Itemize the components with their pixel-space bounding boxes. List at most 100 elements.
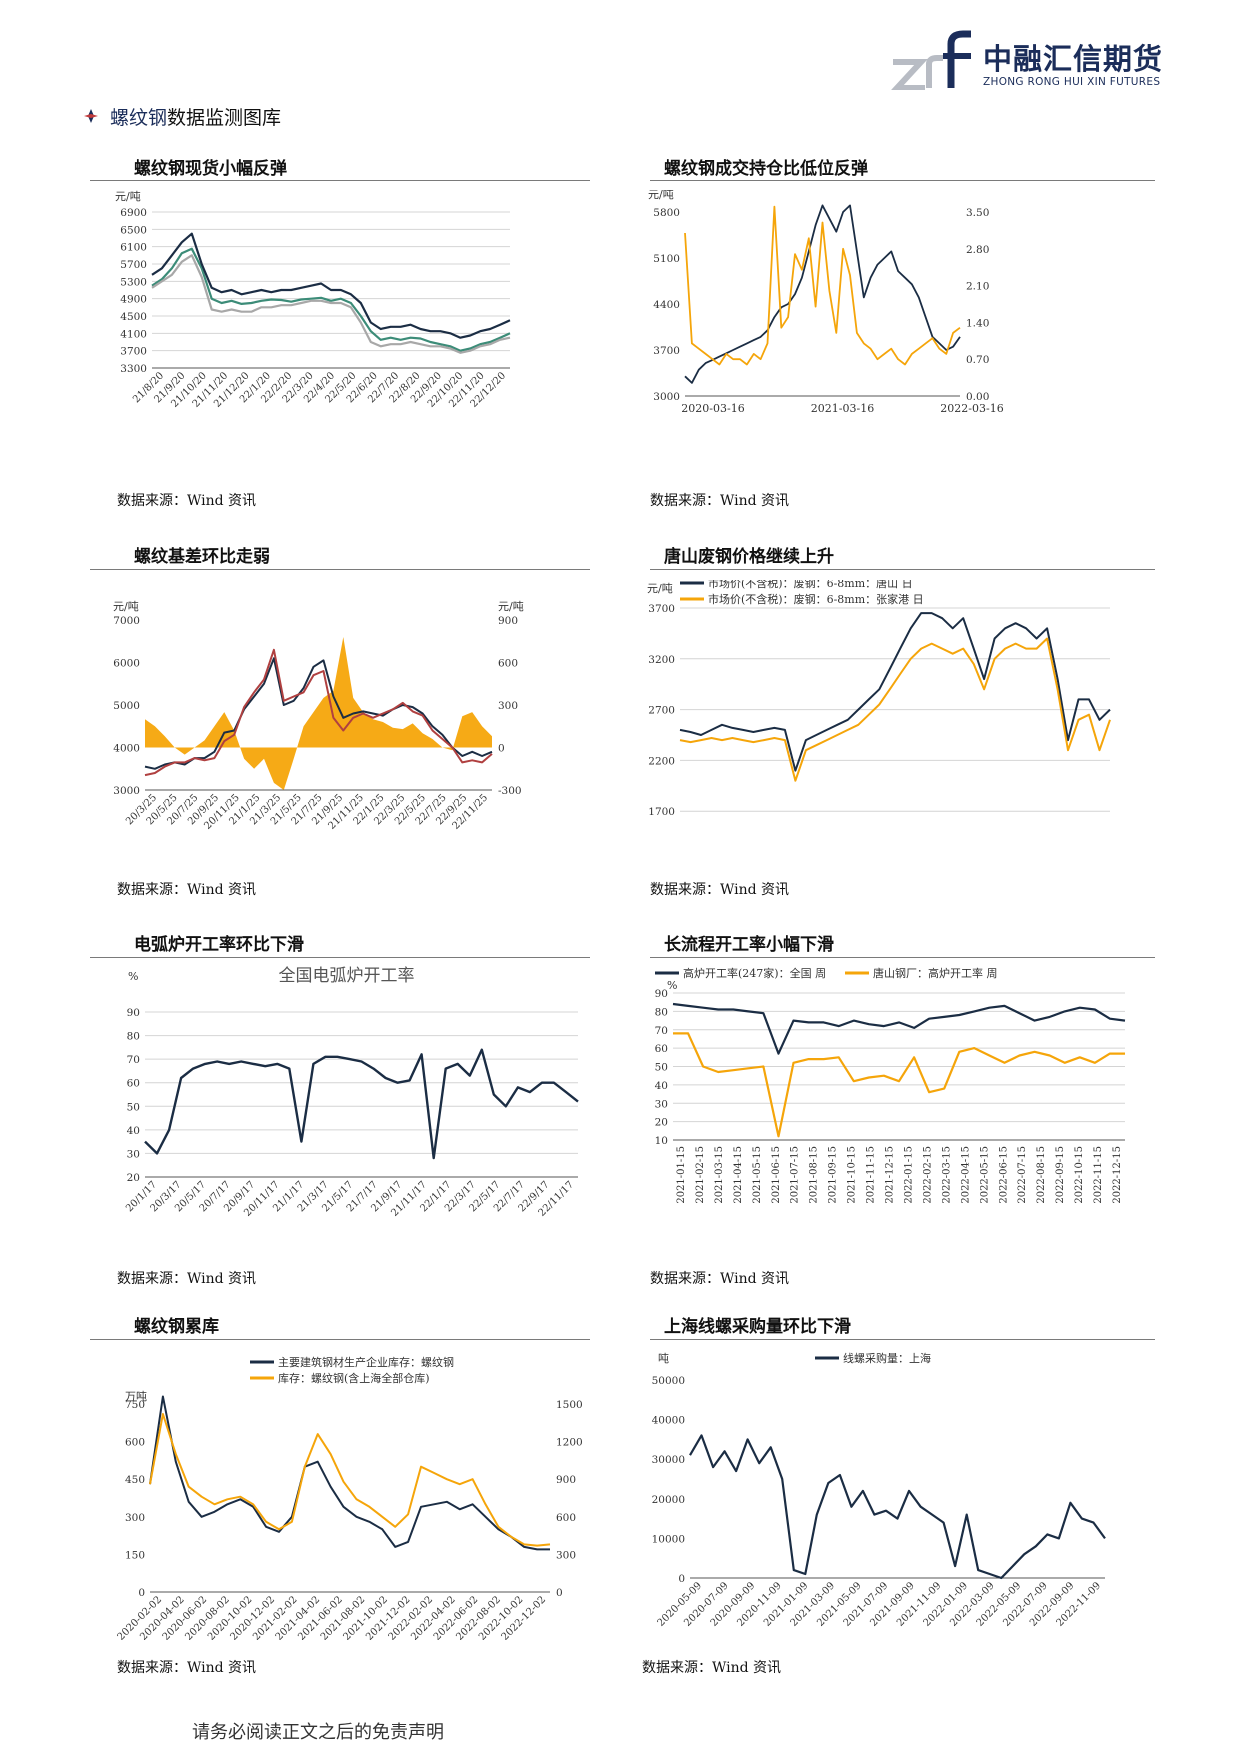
series-line-0 [144, 1048, 579, 1160]
series-line-1 [679, 637, 1111, 782]
y-tick-label: 40000 [652, 1415, 685, 1427]
series-line-0 [679, 612, 1111, 772]
series-line-1 [149, 1413, 551, 1547]
y2-tick-label: 600 [498, 658, 518, 670]
y-tick-label: 90 [127, 1007, 140, 1019]
y-tick-label: 3700 [648, 603, 675, 615]
series-line-0 [149, 1395, 550, 1551]
y-tick-label: 30000 [652, 1454, 685, 1466]
y-tick-label: 3000 [653, 391, 680, 403]
y-unit-label: 吨 [658, 1352, 669, 1365]
series-line-2 [144, 648, 493, 777]
data-source: 数据来源：Wind 资讯 [117, 493, 257, 509]
chart-shanghai-purchases: 010000200003000040000500002020-05-092020… [652, 1351, 1106, 1629]
section-title-accent: 螺纹钢 [110, 107, 168, 129]
y-tick-label: 50 [655, 1062, 668, 1074]
y-unit-label: 元/吨 [647, 582, 673, 595]
y-tick-label: 4000 [113, 743, 140, 755]
x-tick-label: 2022-08-15 [1036, 1146, 1047, 1204]
chart-plot-group: 3000 3700 4400 5100 5800 0.00 0.70 1.40 2.10 2.80… [648, 190, 1004, 415]
data-source: 数据来源：Wind 资讯 [117, 1660, 257, 1676]
legend-label: 市场价(不含税)：废钢：6-8mm：唐山 日 [708, 580, 913, 590]
x-tick-label: 2021-05-15 [752, 1146, 763, 1204]
y2-tick-label: 0 [556, 1587, 563, 1599]
data-source: 数据来源：Wind 资讯 [650, 493, 790, 509]
data-source: 数据来源：Wind 资讯 [650, 882, 790, 898]
y-tick-label: 90 [655, 988, 668, 1000]
x-tick-label: 2022-04-15 [960, 1146, 971, 1204]
y-tick-label: 5800 [653, 207, 680, 219]
y-tick-label: 6500 [120, 224, 147, 236]
x-tick-label: 2022-03-15 [941, 1146, 952, 1204]
section-title: 螺纹钢数据监测图库 [110, 103, 281, 130]
panel-title-5: 电弧炉开工率环比下滑 [134, 935, 304, 955]
y-tick-label: 3300 [120, 363, 147, 375]
x-tick-label: 2022-07-15 [1017, 1146, 1028, 1204]
legend-label: 唐山钢厂：高炉开工率 周 [873, 966, 998, 980]
chart-tangshan-scrap: 1200170022002700320037002019-04-262020-0… [647, 580, 1111, 818]
y2-tick-label: 0.70 [966, 354, 989, 366]
y-tick-label: 4900 [120, 294, 147, 306]
divider [90, 569, 590, 570]
chart-plot-group: 30004000500060007000-300030060090020/3/2… [113, 600, 524, 832]
panel-title-8: 上海线螺采购量环比下滑 [664, 1317, 851, 1337]
series-line-0 [689, 1434, 1106, 1580]
y2-tick-label: 3.50 [966, 207, 989, 219]
section-bullet-icon [84, 109, 98, 123]
y-tick-label: 0 [678, 1573, 685, 1585]
x-tick-label: 2022-06-15 [998, 1146, 1009, 1204]
x-tick-label: 2021-04-15 [733, 1146, 744, 1204]
y2-tick-label: 0 [498, 743, 505, 755]
x-tick-label: 2021-09-15 [828, 1146, 839, 1204]
divider [650, 957, 1155, 958]
y-tick-label: 70 [655, 1025, 668, 1037]
divider [650, 569, 1155, 570]
x-tick-label: 2022-10-15 [1074, 1146, 1085, 1204]
y2-tick-label: 1.40 [966, 317, 989, 329]
x-tick-label: 2021-03-16 [811, 402, 874, 415]
y-tick-label: 600 [125, 1437, 145, 1449]
y2-tick-label: 2.10 [966, 281, 989, 293]
y-tick-label: 3200 [648, 654, 675, 666]
divider [90, 957, 590, 958]
chart-rebar-spot: 3300 3700 4100 4500 4900 5300 5700 6100 6500 6900… [115, 190, 511, 410]
panel-title-2: 螺纹钢成交持仓比低位反弹 [664, 159, 868, 179]
y2-tick-label: 300 [498, 700, 518, 712]
legend-label: 市场价(不含税)：废钢：6-8mm：张家港 日 [708, 592, 924, 606]
y-tick-label: 30 [127, 1148, 140, 1160]
series-line-2 [151, 254, 511, 354]
y2-tick-label: 0.00 [966, 391, 989, 403]
logo-chinese-name: 中融汇信期货 [983, 42, 1164, 76]
y-tick-label: 2700 [648, 705, 675, 717]
chart-plot-group: 10 20 30 40 50 60 70 80 90 2021-01-15 2021-02-15 20… [655, 966, 1126, 1204]
y-tick-label: 60 [127, 1078, 140, 1090]
data-source: 数据来源：Wind 资讯 [650, 1271, 790, 1287]
company-logo: 中融汇信期货 ZHONG RONG HUI XIN FUTURES [885, 30, 1185, 90]
y-tick-label: 80 [127, 1031, 140, 1043]
y-tick-label: 6900 [120, 207, 147, 219]
section-title-rest: 数据监测图库 [167, 107, 282, 129]
y2-tick-label: -300 [498, 785, 522, 797]
y2-tick-label: 900 [556, 1474, 576, 1486]
y-tick-label: 0 [138, 1587, 145, 1599]
x-tick-label: 2021-10-15 [847, 1146, 858, 1204]
y-tick-label: 5000 [113, 700, 140, 712]
y-tick-label: 50000 [652, 1375, 685, 1387]
panel-title-1: 螺纹钢现货小幅反弹 [134, 159, 287, 179]
x-tick-label: 2021-02-15 [695, 1146, 706, 1204]
y-tick-label: 20000 [652, 1494, 685, 1506]
panel-title-6: 长流程开工率小幅下滑 [664, 935, 834, 955]
series-area-0 [145, 637, 492, 790]
y2-tick-label: 600 [556, 1512, 576, 1524]
chart-plot-group: 01503004506007500300600900120015002020-0… [116, 1355, 583, 1640]
y-tick-label: 5100 [653, 253, 680, 265]
y-tick-label: 750 [125, 1399, 145, 1411]
chart-blast-furnace-rate: 10 20 30 40 50 60 70 80 90 2021-01-15 2021-02-15 20… [655, 966, 1126, 1204]
y-tick-label: 2200 [648, 755, 675, 767]
y-tick-label: 80 [655, 1006, 668, 1018]
y2-tick-label: 300 [556, 1549, 576, 1561]
legend-label: 高炉开工率(247家)：全国 周 [683, 966, 826, 980]
y2-unit-label: 元/吨 [498, 600, 524, 613]
y-tick-label: 4100 [120, 328, 147, 340]
chart-plot-group: 010000200003000040000500002020-05-092020… [652, 1351, 1106, 1629]
